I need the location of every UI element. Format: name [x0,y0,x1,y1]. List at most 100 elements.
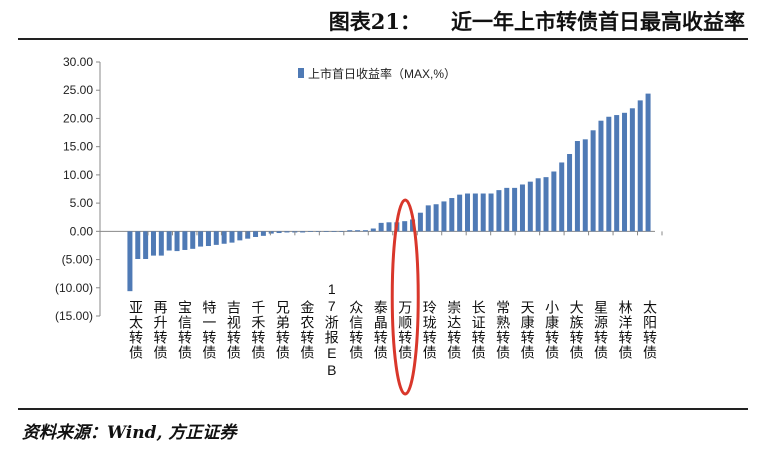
x-tick-label: 千禾转债 [250,300,266,360]
bar [331,231,337,232]
x-tick-label: 星源转债 [593,300,609,360]
bar [198,231,204,247]
y-tick-label: (15.00) [55,309,93,323]
bar [465,193,471,232]
bar [307,231,313,232]
bar [253,231,259,237]
figure-number: 图表21： [328,9,421,34]
bar [402,221,408,232]
x-tick-label: 小康转债 [544,300,560,360]
bar [457,194,463,232]
bar [315,231,321,232]
bar [622,112,628,232]
bar [488,193,494,232]
bar [472,193,478,232]
bar [347,230,353,232]
x-tick-label: 崇达转债 [446,300,462,360]
x-tick-label: 吉视转债 [226,300,242,360]
bar [174,231,180,252]
bar [284,231,290,233]
bar [245,231,251,239]
bar [598,120,604,232]
bar [582,139,588,232]
bar [645,93,651,232]
x-tick-label: 金农转债 [299,300,315,360]
bar [574,141,580,232]
bar [629,108,635,232]
bar [378,222,384,232]
y-tick-label: 15.00 [63,140,93,154]
y-tick-label: 25.00 [63,83,93,97]
bar [268,231,274,234]
bar [504,187,510,232]
x-tick-label: 万顺转债 [397,300,413,360]
bar [339,231,345,232]
bar [127,231,133,292]
bar [370,228,376,232]
bar [166,231,172,251]
bar [519,184,525,232]
bar [237,231,243,241]
x-tick-label: 泰晶转债 [373,300,389,360]
x-tick-label: 宝信转债 [177,300,193,360]
x-tick-label: 17浙报EB [324,281,340,379]
bar [590,130,596,232]
x-tick-label: 玲珑转债 [422,300,438,360]
x-tick-label: 兄弟转债 [275,300,291,360]
source-note: 资料来源：Wind, 方正证券 [22,423,237,443]
x-tick-label: 众信转债 [348,300,364,360]
bar [362,230,368,232]
y-tick-label: 20.00 [63,111,93,125]
bar [559,162,565,232]
legend-swatch [298,68,304,78]
source-divider [18,408,748,410]
bar [182,231,188,250]
legend: 上市首日收益率（MAX,%） [298,66,456,81]
bar [433,204,439,232]
legend-label: 上市首日收益率（MAX,%） [308,66,456,81]
bar [417,212,423,232]
bar [229,231,235,243]
y-tick-label: 5.00 [70,196,94,210]
x-tick-label: 特一转债 [201,300,217,360]
bar [496,190,502,232]
bar [480,193,486,232]
bar [190,231,196,249]
bar [567,154,573,232]
bar [355,230,361,232]
title-divider [18,38,748,40]
y-tick-label: (5.00) [62,253,93,267]
bar [637,100,643,232]
bar [143,231,149,259]
x-tick-label: 再升转债 [152,300,168,360]
bar [527,181,533,232]
x-tick-label: 亚太转债 [128,300,144,360]
bar [551,171,557,232]
bar [221,231,227,244]
bar [535,178,541,232]
bar [260,231,266,236]
bar [606,116,612,232]
bar [386,222,392,232]
bar [323,231,329,232]
bar [276,231,282,234]
bar [300,231,306,233]
x-tick-label: 大族转债 [569,300,585,360]
figure-title: 图表21： 近一年上市转债首日最高收益率 [0,6,745,36]
x-tick-label: 天康转债 [520,300,536,360]
bar [205,231,211,247]
bar [614,115,620,232]
x-tick-label: 长证转债 [471,300,487,360]
y-tick-label: 0.00 [70,224,94,238]
highlight-ellipse [390,198,420,396]
bar [441,201,447,232]
y-tick-label: (10.00) [55,281,93,295]
bar [512,187,518,232]
bar-chart: 上市首日收益率（MAX,%） 30.00 25.00 20.00 15.00 10.00… [55,55,663,396]
figure-title-text: 近一年上市转债首日最高收益率 [451,9,745,34]
bar [449,198,455,232]
x-tick-label: 太阳转债 [642,300,658,360]
bar [543,177,549,232]
y-tick-label: 30.00 [63,55,93,69]
